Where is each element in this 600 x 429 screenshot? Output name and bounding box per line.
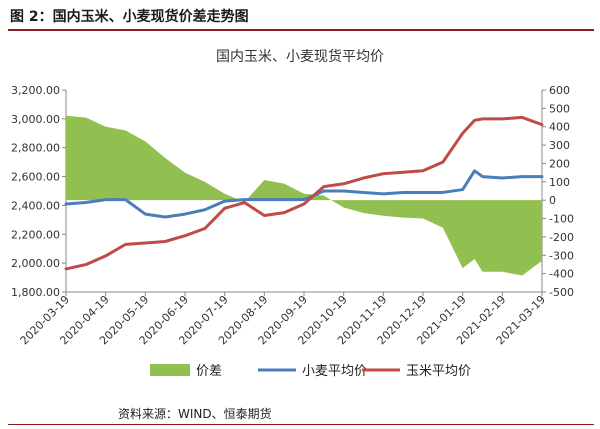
y-right-tick-label: -400	[549, 268, 574, 281]
legend-label-wheat: 小麦平均价	[302, 364, 367, 379]
legend-label-spread: 价差	[196, 364, 222, 379]
y-right-tick-label: 400	[549, 121, 570, 134]
chart-title: 国内玉米、小麦现货平均价	[216, 49, 384, 65]
y-right-tick-label: 500	[549, 102, 570, 115]
y-right-tick-label: -300	[549, 249, 574, 262]
y-left-tick-label: 2,400.00	[11, 199, 60, 212]
y-right-tick-label: 600	[549, 84, 570, 97]
corn-price-line	[64, 115, 544, 271]
y-right-tick-label: 100	[549, 176, 570, 189]
title-rule	[8, 29, 594, 31]
y-left-tick-label: 3,000.00	[11, 113, 60, 126]
legend-label-corn: 玉米平均价	[406, 364, 471, 379]
y-right-tick-label: -100	[549, 213, 574, 226]
y-left-tick-label: 1,800.00	[11, 286, 60, 299]
source-text: 资料来源：WIND、恒泰期货	[118, 407, 272, 421]
y-right-tick-label: -200	[549, 231, 574, 244]
y-right-tick-label: -500	[549, 286, 574, 299]
bottom-rule	[8, 424, 594, 425]
y-right-tick-label: 300	[549, 139, 570, 152]
y-left-tick-label: 3,200.00	[11, 84, 60, 97]
y-left-tick-label: 2,800.00	[11, 142, 60, 155]
legend-swatch-spread	[150, 364, 190, 376]
y-right-tick-label: 0	[549, 194, 556, 207]
y-right-tick-label: 200	[549, 157, 570, 170]
y-left-tick-label: 2,600.00	[11, 171, 60, 184]
y-left-tick-label: 2,200.00	[11, 228, 60, 241]
spread-area	[66, 115, 542, 276]
y-left-tick-label: 2,000.00	[11, 257, 60, 270]
figure-label: 图 2：国内玉米、小麦现货价差走势图	[10, 9, 249, 25]
